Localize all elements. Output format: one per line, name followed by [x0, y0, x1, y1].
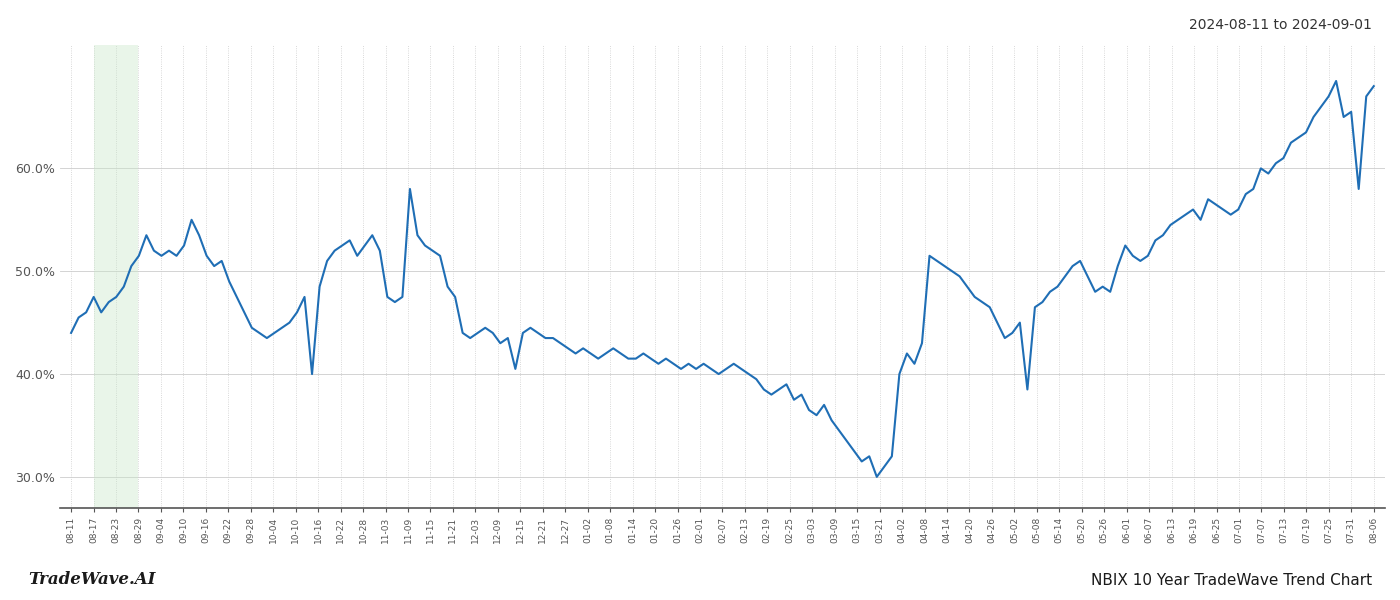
Bar [94, 45, 139, 508]
Text: TradeWave.AI: TradeWave.AI [28, 571, 155, 588]
Text: NBIX 10 Year TradeWave Trend Chart: NBIX 10 Year TradeWave Trend Chart [1091, 573, 1372, 588]
Text: 2024-08-11 to 2024-09-01: 2024-08-11 to 2024-09-01 [1189, 18, 1372, 32]
